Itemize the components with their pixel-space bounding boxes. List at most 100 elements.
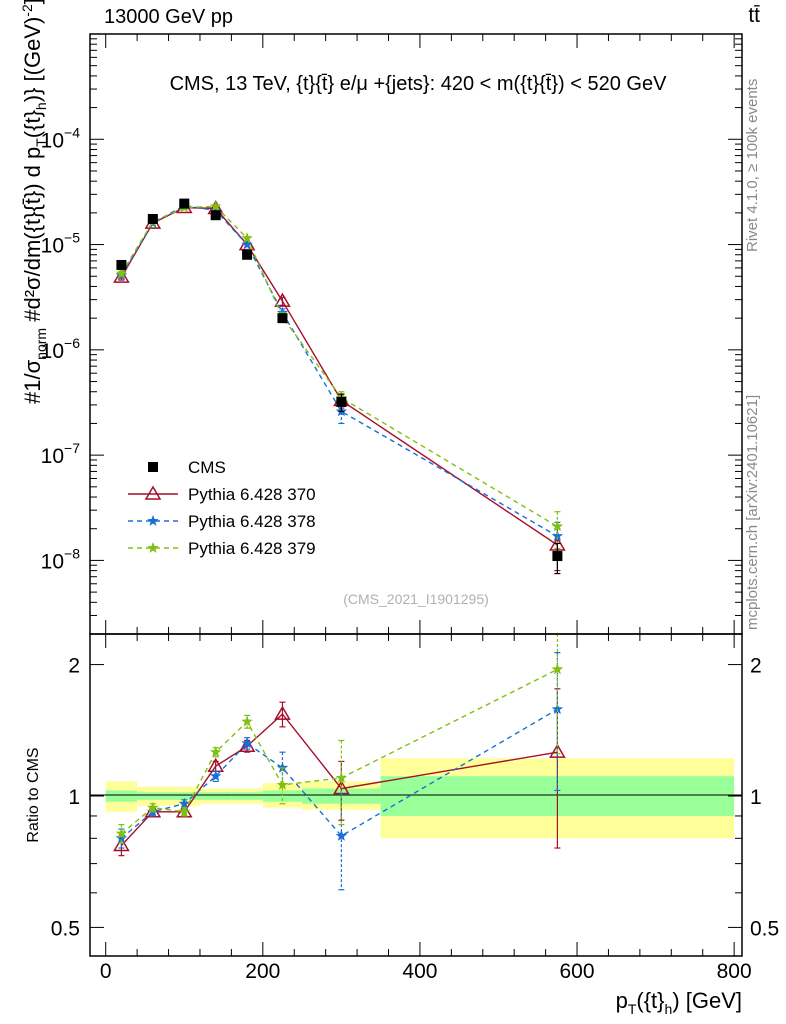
- series-pythia-6-428-378: [115, 199, 564, 557]
- ratio-y-tick-label-right: 1: [750, 786, 762, 809]
- ratio-series-group: [113, 633, 566, 891]
- series-cms: [116, 198, 563, 575]
- series-line: [120, 206, 558, 546]
- main-plot-title: CMS, 13 TeV, {t}{t̄} e/μ +{jets}: 420 < …: [170, 73, 668, 95]
- ylabel-norm-sub: norm: [33, 328, 49, 360]
- main-y-ticks: 10−4 10−5 10−6 10−7 10−8: [41, 33, 742, 635]
- legend-label: Pythia 6.428 379: [188, 539, 316, 558]
- ratio-y-axis-label: Ratio to CMS: [25, 747, 42, 842]
- ylabel-t-sub: T: [33, 138, 49, 147]
- ratio-band-inner: [137, 792, 169, 800]
- data-point: [336, 396, 347, 407]
- ratio-point: [241, 737, 253, 749]
- ratio-y-ticks: 0.5 0.5 1 1 2 2: [51, 655, 779, 941]
- data-point: [242, 249, 253, 260]
- ratio-line: [120, 708, 558, 839]
- ratio-point: [276, 778, 289, 790]
- ylabel-frac-2: d²σ/dm({t}{t̄}) d p: [20, 147, 45, 310]
- ratio-panel: 0.5 0.5 1 1 2 2 0 200 400 600 800 Ratio to CMS pT…: [25, 633, 779, 1017]
- main-panel: CMS, 13 TeV, {t}{t̄} e/μ +{jets}: 420 < …: [19, 0, 743, 635]
- svg-text:#1/σnorm #d²σ/dm({t}{t̄}) d pT: #1/σnorm #d²σ/dm({t}{t̄}) d pT({t}h)} [(…: [19, 0, 49, 404]
- ratio-y-tick-label-right: 0.5: [750, 917, 779, 940]
- data-point: [277, 313, 288, 324]
- series-pythia-6-428-379: [115, 200, 564, 550]
- ratio-point: [274, 705, 291, 720]
- ylabel-h-sub: h: [33, 102, 49, 110]
- ratio-point: [113, 837, 130, 852]
- legend-marker: [147, 542, 159, 553]
- data-point: [147, 213, 158, 224]
- data-point: [179, 198, 190, 209]
- main-y-tick-label: 10−6: [41, 335, 81, 363]
- main-y-tick-label: 10−7: [41, 440, 81, 468]
- main-series-group: [113, 198, 566, 575]
- series-pythia-6-428-370: [113, 198, 566, 572]
- ratio-point: [147, 801, 159, 813]
- legend-entry: Pythia 6.428 379: [128, 539, 316, 558]
- ratio-band-inner: [199, 792, 232, 800]
- xlabel-unit: ) [GeV]: [672, 988, 742, 1013]
- ratio-point: [551, 663, 564, 675]
- ratio-point: [115, 827, 128, 839]
- ratio-y-tick-label-left: 1: [68, 786, 80, 809]
- xlabel-h-sub: h: [665, 1001, 673, 1017]
- ratio-uncertainty-bands: [105, 758, 735, 839]
- legend-entry: Pythia 6.428 370: [128, 485, 316, 504]
- ylabel-exp: -2: [19, 4, 35, 17]
- header-process-label: 13000 GeV pp: [104, 6, 233, 28]
- legend-label: CMS: [188, 458, 226, 477]
- ratio-point: [335, 829, 348, 841]
- analysis-watermark: (CMS_2021_I1901295): [343, 591, 489, 607]
- xlabel-t-open: ({t}: [636, 988, 664, 1013]
- xlabel-t-sub: T: [628, 1001, 637, 1017]
- main-y-tick-label: 10−5: [41, 230, 81, 258]
- ylabel-t-open: ({t}: [20, 110, 45, 138]
- data-point: [116, 259, 127, 270]
- legend-marker: [147, 515, 159, 526]
- main-y-axis-label: #1/σnorm #d²σ/dm({t}{t̄}) d pT({t}h)} [(…: [19, 0, 49, 404]
- legend-marker: [144, 485, 162, 500]
- data-point: [210, 200, 222, 212]
- data-point: [274, 292, 291, 307]
- ratio-x-tick-label: 200: [245, 960, 280, 983]
- ratio-x-tick-label: 400: [402, 960, 437, 983]
- ratio-band-inner: [105, 790, 138, 802]
- ratio-point: [551, 703, 564, 715]
- ratio-point: [178, 805, 190, 817]
- ylabel-hash-1: #: [20, 391, 45, 404]
- main-y-tick-label: 10−8: [41, 545, 81, 573]
- ratio-point: [178, 797, 190, 809]
- ratio-band-inner: [262, 790, 303, 802]
- legend-entry: Pythia 6.428 378: [128, 512, 316, 531]
- ylabel-unit: )} [(GeV): [20, 17, 45, 103]
- ratio-point: [115, 832, 128, 844]
- legend-entry: CMS: [148, 458, 226, 477]
- ratio-point: [335, 771, 348, 783]
- data-point: [552, 551, 563, 562]
- legend-marker: [148, 462, 158, 472]
- main-x-ticks: [105, 34, 735, 634]
- legend-label: Pythia 6.428 378: [188, 512, 316, 531]
- legend-label: Pythia 6.428 370: [188, 485, 316, 504]
- data-point: [113, 268, 130, 283]
- ylabel-frac-1: 1/σ: [20, 359, 45, 391]
- legend: CMS Pythia 6.428 370 Pythia 6.428 378 Pythi…: [128, 458, 316, 558]
- data-point: [241, 238, 253, 250]
- header-final-state-label: tt̄: [748, 4, 760, 27]
- data-point: [551, 520, 564, 532]
- ylabel-hash-2: #: [20, 309, 45, 328]
- ratio-point: [210, 770, 222, 782]
- ratio-x-tick-label: 0: [100, 960, 112, 983]
- ratio-x-tick-label: 800: [717, 960, 752, 983]
- ratio-point: [241, 715, 253, 727]
- ylabel-close: ]: [20, 0, 45, 4]
- ratio-x-tick-label: 600: [560, 960, 595, 983]
- ratio-x-ticks: 0 200 400 600 800: [100, 634, 752, 983]
- ratio-y-tick-label-left: 2: [68, 655, 80, 678]
- ratio-band-inner: [168, 792, 200, 800]
- data-point: [241, 232, 253, 243]
- ratio-band-inner: [231, 792, 263, 800]
- xlabel-p: p: [616, 988, 628, 1013]
- ratio-plot-frame: [89, 633, 743, 957]
